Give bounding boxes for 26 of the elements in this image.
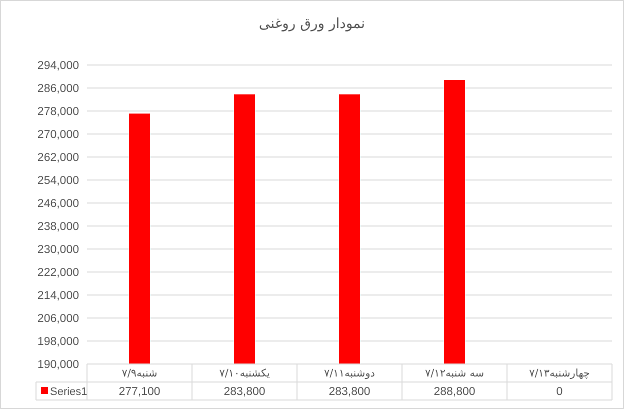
y-tick-label: 278,000 [37, 106, 79, 118]
x-tick-label: شنبه۷/۹ [122, 368, 158, 380]
x-tick-label: یکشنبه۷/۱۰ [219, 368, 270, 380]
data-label: 283,800 [224, 386, 266, 398]
y-tick-label: 214,000 [37, 290, 79, 302]
data-label: 288,800 [434, 386, 476, 398]
text: 0 [556, 386, 563, 398]
data-label: 283,800 [328, 386, 370, 398]
y-tick-label: 222,000 [37, 267, 79, 280]
y-tick-label: 294,000 [37, 60, 79, 72]
legend-label: Series1 [50, 386, 88, 398]
x-tick-label: دوشنبه۷/۱۱ [324, 368, 376, 380]
y-tick-label: 198,000 [37, 336, 79, 348]
y-tick-label: 270,000 [37, 129, 79, 142]
y-tick-label: 206,000 [37, 313, 79, 326]
y-tick-label: 230,000 [37, 244, 79, 256]
x-tick-label: سه شنبه۷/۱۲ [425, 368, 484, 380]
y-tick-label: 246,000 [37, 198, 79, 210]
y-tick-label: 286,000 [37, 83, 79, 96]
x-tick-label: چهارشنبه۷/۱۳ [529, 368, 590, 380]
data-label: 277,100 [118, 386, 160, 398]
y-tick-label: 238,000 [37, 221, 79, 234]
y-tick-label: 190,000 [37, 359, 79, 372]
y-tick-label: 262,000 [37, 152, 79, 164]
chart-title: نمودار ورق روغنی [258, 16, 366, 32]
y-tick-label: 254,000 [37, 175, 79, 188]
